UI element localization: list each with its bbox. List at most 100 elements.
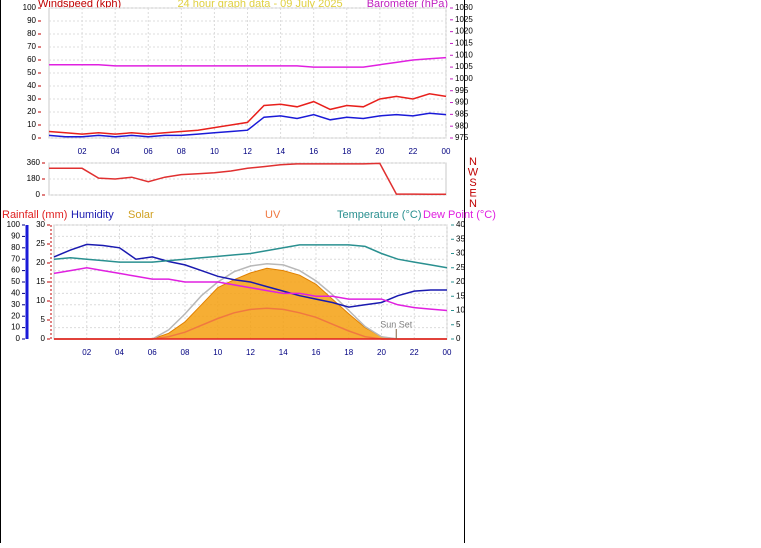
y-tick-label: 0 [32,133,37,142]
x-tick-label: 14 [276,147,285,156]
compass-label: S [469,177,476,189]
y-tick-label: 360 [27,158,41,167]
y-tick-label: 30 [27,94,36,103]
x-tick-label: 18 [342,147,351,156]
y3-tick-label: 25 [36,239,45,248]
y-tick-label: 20 [27,107,36,116]
x-tick-label: 12 [246,348,255,357]
y2-tick-label: 995 [455,86,469,95]
y-tick-label: 50 [27,68,36,77]
x-tick-label: 16 [309,147,318,156]
y-tick-label: 70 [27,42,36,51]
line-series [53,243,447,308]
annotation: Sun Set [380,319,413,329]
compass-label: N [469,198,477,210]
y3-tick-label: 10 [36,296,45,305]
y2-tick-label: 20 [456,277,465,286]
y-tick-label: 10 [27,120,36,129]
y2-tick-label: 40 [456,220,465,229]
y-axis-title: Windspeed (kph) [38,0,121,10]
y2-tick-label: 1010 [455,50,473,59]
compass-label: W [468,166,479,178]
line-series [49,162,446,196]
x-tick-label: 02 [78,147,87,156]
y-tick-label: 60 [27,55,36,64]
y2-tick-label: 1025 [455,15,473,24]
x-tick-label: 08 [181,348,190,357]
y2-axis-title: Barometer (hPa) [367,0,448,10]
y-tick-label: 80 [11,243,20,252]
legend-label: UV [265,209,281,221]
legend-label: Solar [128,209,154,221]
y3-tick-label: 5 [41,315,46,324]
x-tick-label: 22 [408,147,417,156]
y2-tick-label: 35 [456,234,465,243]
compass-label: E [469,187,476,199]
x-tick-label: 02 [82,348,91,357]
y-tick-label: 90 [11,232,20,241]
x-tick-label: 18 [344,348,353,357]
y3-tick-label: 0 [41,334,46,343]
y-tick-label: 70 [11,254,20,263]
y2-tick-label: 1000 [455,74,473,83]
y2-tick-label: 1015 [455,39,473,48]
y3-tick-label: 20 [36,258,45,267]
x-tick-label: 14 [279,348,288,357]
x-tick-label: 22 [410,348,419,357]
y-tick-label: 10 [11,323,20,332]
y-tick-label: 80 [27,29,36,38]
line-series [49,56,447,68]
y-tick-label: 0 [16,334,21,343]
y-tick-label: 40 [11,289,20,298]
x-tick-label: 00 [442,147,451,156]
y2-tick-label: 0 [456,334,461,343]
chart-title: 24 hour graph data - 09 July 2025 [177,0,342,10]
x-tick-label: 20 [375,147,384,156]
y2-tick-label: 1030 [455,3,473,12]
legend-label: Humidity [71,209,114,221]
line-series [53,267,448,312]
y2-tick-label: 15 [456,291,465,300]
y-tick-label: 100 [23,3,37,12]
x-tick-label: 06 [144,147,153,156]
y2-tick-label: 1020 [455,27,473,36]
x-tick-label: 12 [243,147,252,156]
x-tick-label: 08 [177,147,186,156]
y2-tick-label: 985 [455,109,469,118]
x-tick-label: 06 [148,348,157,357]
x-tick-label: 10 [213,348,222,357]
y2-tick-label: 980 [455,121,469,130]
y2-tick-label: 990 [455,98,469,107]
y-tick-label: 40 [27,81,36,90]
y2-tick-label: 25 [456,263,465,272]
legend-label: Dew Point (°C) [423,209,496,221]
y-tick-label: 90 [27,16,36,25]
compass-label: N [469,156,477,168]
y-tick-label: 100 [7,220,21,229]
y-tick-label: 0 [36,190,41,199]
y-tick-label: 20 [11,311,20,320]
y-tick-label: 30 [11,300,20,309]
x-tick-label: 04 [115,348,124,357]
y3-tick-label: 30 [36,220,45,229]
y2-tick-label: 975 [455,133,469,142]
x-tick-label: 16 [312,348,321,357]
y2-tick-label: 5 [456,320,461,329]
y2-tick-label: 30 [456,249,465,258]
x-tick-label: 00 [443,348,452,357]
legend-label: Temperature (°C) [337,209,421,221]
y-tick-label: 60 [11,266,20,275]
x-tick-label: 04 [111,147,120,156]
y-tick-label: 50 [11,277,20,286]
legend-label: Rainfall (mm) [2,209,67,221]
x-tick-label: 20 [377,348,386,357]
y2-tick-label: 1005 [455,62,473,71]
x-tick-label: 10 [210,147,219,156]
y2-tick-label: 10 [456,306,465,315]
line-series [48,93,447,135]
y-tick-label: 180 [27,174,41,183]
line-series [48,112,447,138]
y3-tick-label: 15 [36,277,45,286]
line-series [53,244,448,269]
